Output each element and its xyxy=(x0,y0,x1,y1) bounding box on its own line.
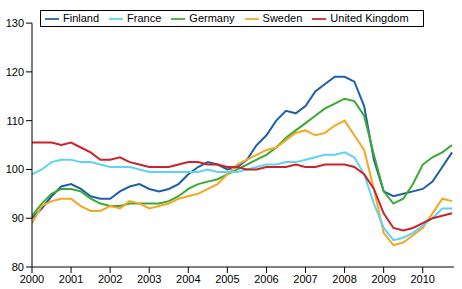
svg-text:80: 80 xyxy=(12,261,24,273)
svg-text:2002: 2002 xyxy=(98,273,122,285)
html-text:Sweden: Sweden xyxy=(262,12,303,24)
svg-text:2006: 2006 xyxy=(254,273,278,285)
svg-text:2010: 2010 xyxy=(410,273,434,285)
svg-text:2001: 2001 xyxy=(59,273,83,285)
html-text:Germany: Germany xyxy=(189,12,235,24)
svg-text:2009: 2009 xyxy=(371,273,395,285)
svg-text:130: 130 xyxy=(8,17,24,29)
svg-text:100: 100 xyxy=(8,163,24,175)
svg-text:2005: 2005 xyxy=(215,273,239,285)
html-text:Finland: Finland xyxy=(63,12,100,24)
svg-text:90: 90 xyxy=(12,212,24,224)
svg-text:2007: 2007 xyxy=(293,273,317,285)
html-text:France: France xyxy=(127,12,162,24)
svg-text:2008: 2008 xyxy=(332,273,356,285)
svg-text:120: 120 xyxy=(8,66,24,78)
html-text:United Kingdom: United Kingdom xyxy=(330,12,409,24)
svg-text:2000: 2000 xyxy=(20,273,44,285)
svg-text:2004: 2004 xyxy=(176,273,200,285)
svg-text:2003: 2003 xyxy=(137,273,161,285)
svg-text:110: 110 xyxy=(8,115,24,127)
